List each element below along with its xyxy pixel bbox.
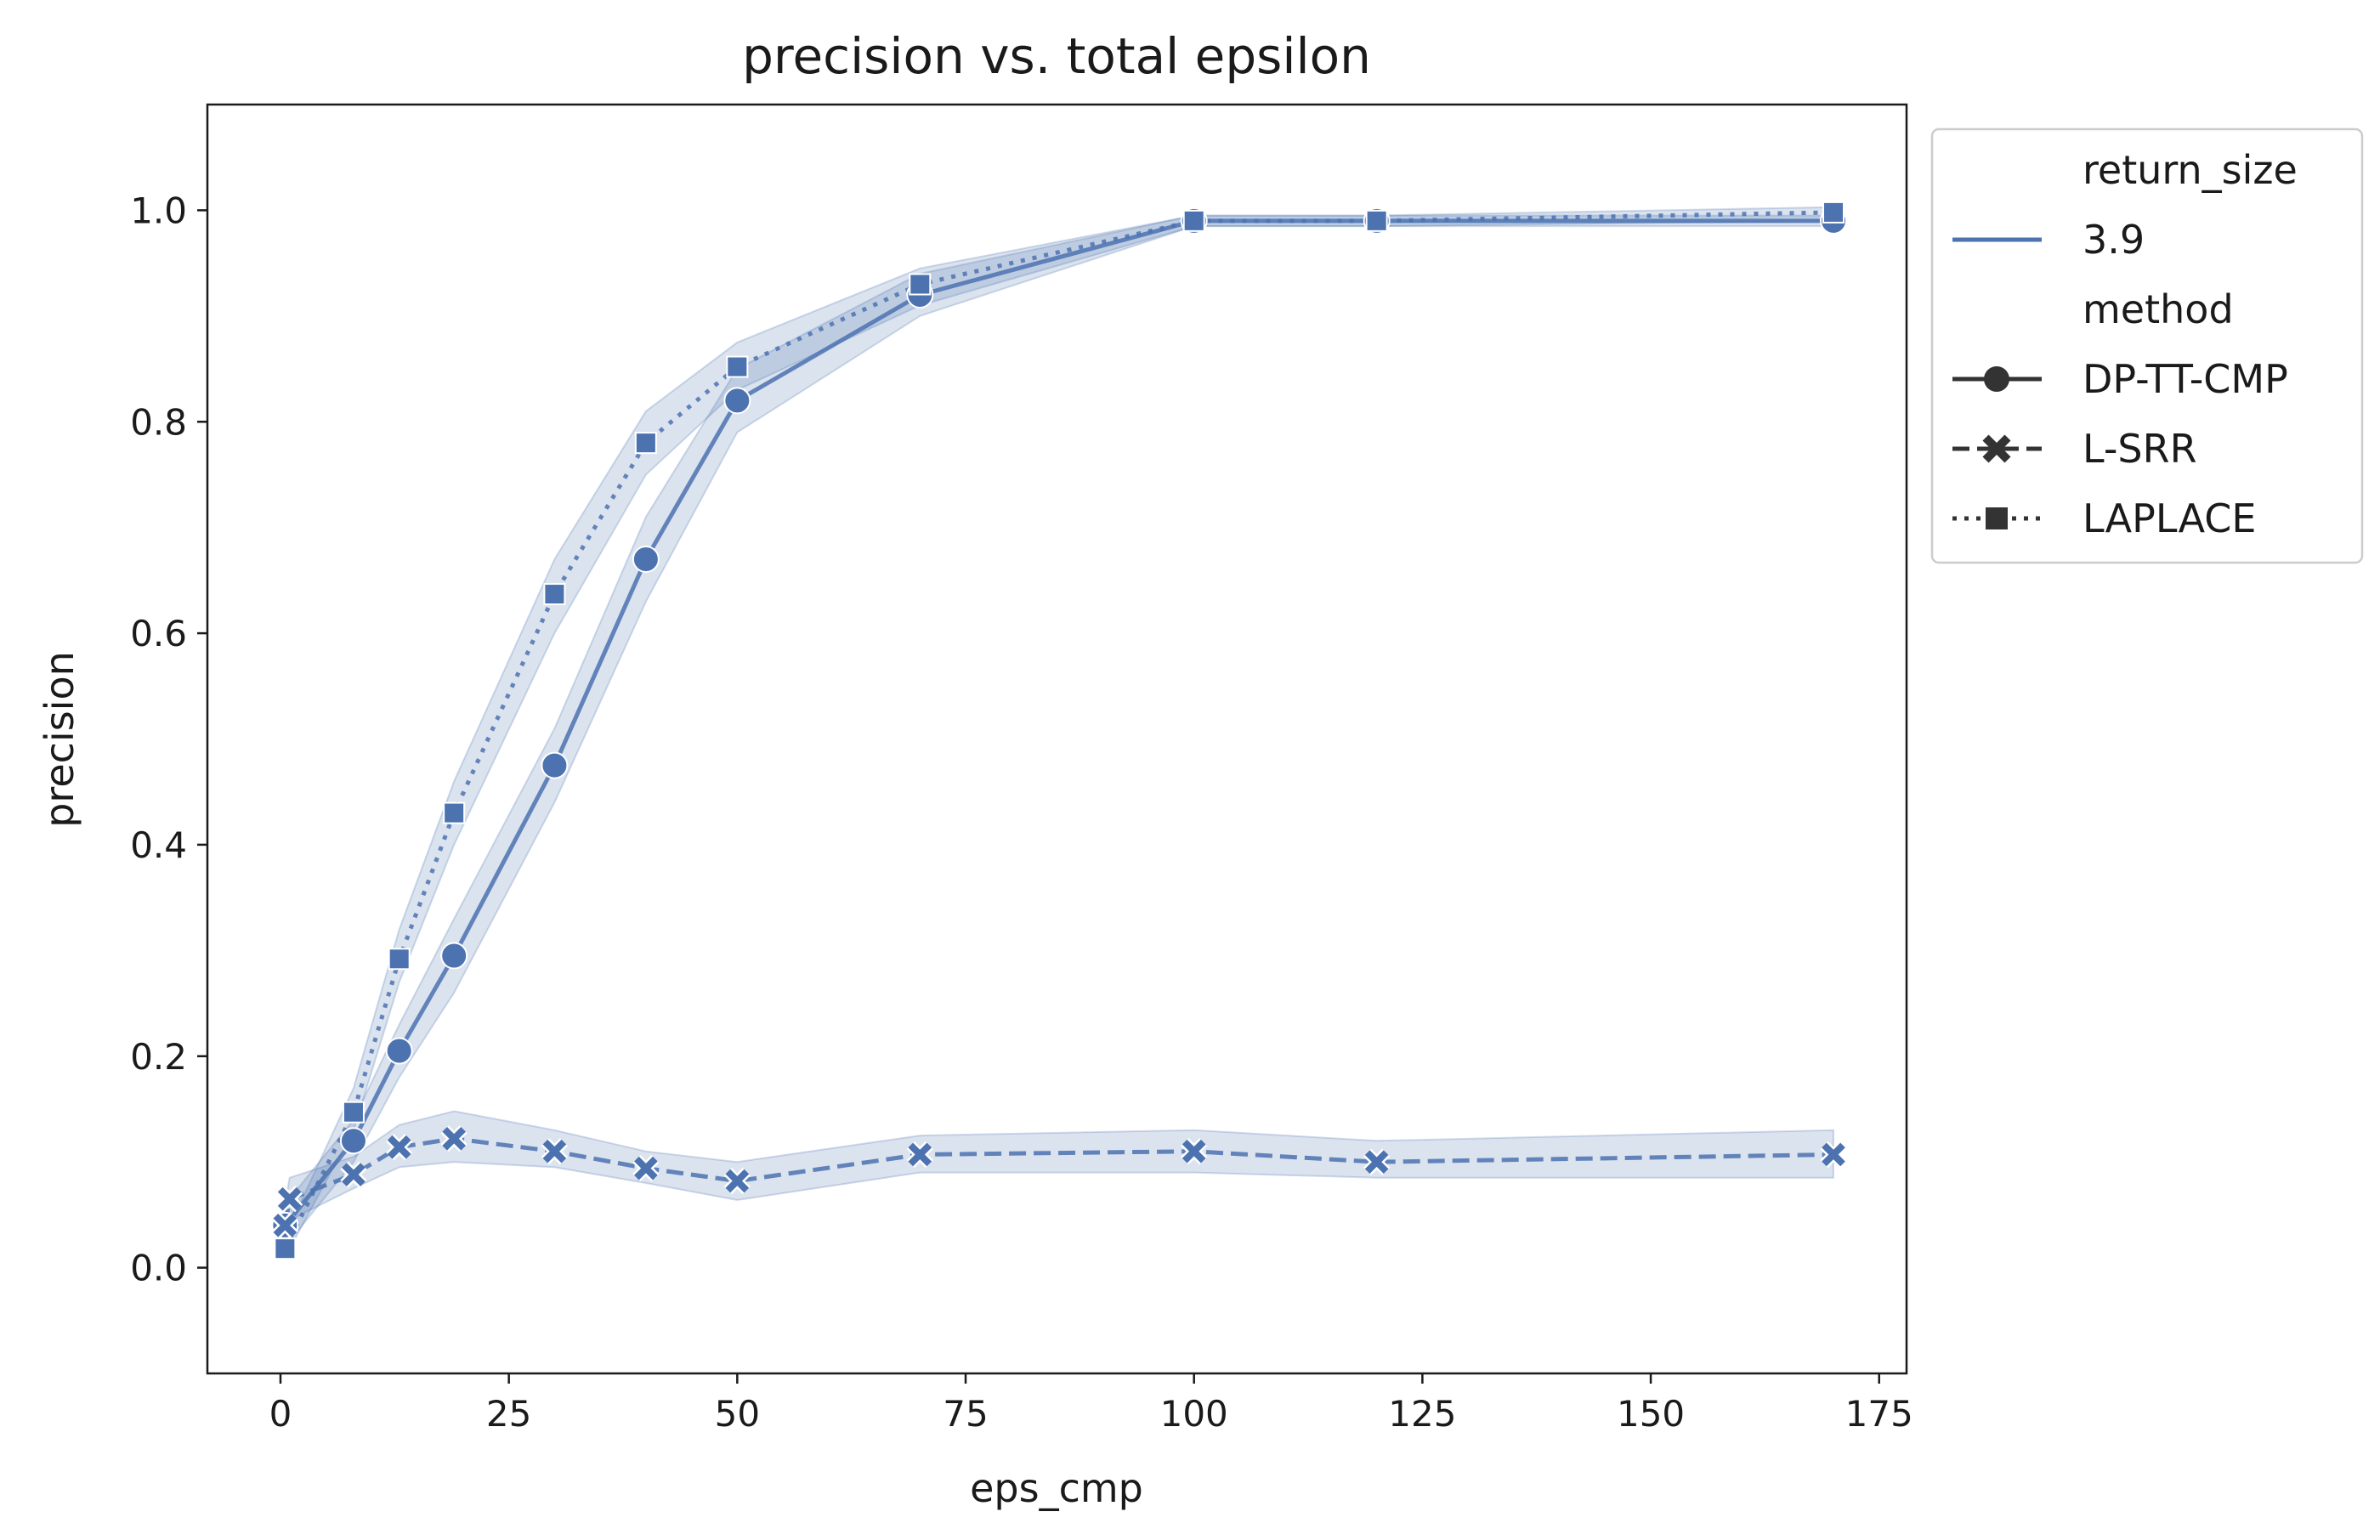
y-tick-label: 0.8 <box>130 401 187 443</box>
point-laplace-5 <box>634 432 657 455</box>
point-l-srr-7 <box>723 1167 751 1195</box>
point-l-srr-3 <box>386 1134 413 1161</box>
x-axis-title: eps_cmp <box>970 1465 1143 1511</box>
y-tick-label: 1.0 <box>130 190 187 231</box>
legend-style-title: method <box>2082 286 2234 332</box>
x-axis: 0 25 50 75 100 125 150 175 <box>269 1373 1913 1435</box>
y-tick-label: 0.2 <box>130 1036 187 1078</box>
y-axis-title: precision <box>37 651 82 828</box>
confidence-bands <box>284 206 1834 1258</box>
point-l-srr-4 <box>440 1125 468 1152</box>
x-tick-label: 100 <box>1160 1393 1228 1435</box>
point-dp-tt-cmp-4 <box>541 751 569 779</box>
x-tick-label: 125 <box>1388 1393 1456 1435</box>
x-tick-label: 150 <box>1617 1393 1685 1435</box>
point-l-srr-9 <box>1181 1138 1208 1165</box>
y-tick-label: 0.6 <box>130 613 187 654</box>
chart-title: precision vs. total epsilon <box>742 27 1371 85</box>
point-dp-tt-cmp-5 <box>632 545 660 573</box>
x-tick-label: 0 <box>269 1393 292 1435</box>
x-tick-label: 175 <box>1845 1393 1913 1435</box>
point-l-srr-2 <box>340 1161 367 1188</box>
legend-l-srr-label: L-SRR <box>2082 426 2197 472</box>
y-tick-label: 0.4 <box>130 824 187 866</box>
point-dp-tt-cmp-6 <box>723 387 751 415</box>
series-lines <box>282 210 1834 1250</box>
legend-hue-title: return_size <box>2082 147 2298 193</box>
x-tick-label: 50 <box>715 1393 760 1435</box>
point-laplace-7 <box>909 273 932 296</box>
legend: return_size 3.9 method DP-TT-CMP L-SRR L… <box>1930 127 2364 564</box>
legend-laplace-label: LAPLACE <box>2082 495 2256 541</box>
series-line-laplace <box>283 210 1834 1250</box>
point-l-srr-0 <box>271 1212 298 1239</box>
plot-frame <box>206 103 1908 1375</box>
series-markers <box>271 201 1848 1260</box>
point-dp-tt-cmp-3 <box>440 942 468 970</box>
ci-band-laplace <box>284 206 1834 1258</box>
legend-l-srr-marker <box>1982 434 2011 463</box>
point-laplace-3 <box>443 801 466 824</box>
point-laplace-0 <box>274 1237 297 1260</box>
point-l-srr-8 <box>906 1141 933 1169</box>
y-tick-label: 0.0 <box>130 1248 187 1289</box>
legend-dp-tt-cmp-marker <box>1984 366 2009 392</box>
point-laplace-10 <box>1822 201 1845 224</box>
point-laplace-9 <box>1365 209 1388 232</box>
x-tick-label: 25 <box>486 1393 531 1435</box>
point-dp-tt-cmp-2 <box>385 1037 413 1065</box>
legend-hue-label: 3.9 <box>2082 217 2145 263</box>
legend-laplace-marker <box>1986 507 2008 529</box>
point-laplace-6 <box>726 355 749 378</box>
point-laplace-1 <box>342 1101 365 1124</box>
point-l-srr-6 <box>632 1155 660 1182</box>
point-l-srr-11 <box>1820 1141 1847 1169</box>
ci-band-l-srr <box>284 1110 1834 1247</box>
point-laplace-4 <box>543 583 566 606</box>
legend-dp-tt-cmp-label: DP-TT-CMP <box>2082 356 2288 402</box>
x-tick-label: 75 <box>943 1393 988 1435</box>
point-laplace-8 <box>1182 209 1205 232</box>
point-l-srr-5 <box>541 1138 568 1165</box>
point-l-srr-1 <box>276 1186 303 1213</box>
point-laplace-2 <box>388 948 411 971</box>
y-axis: 0.0 0.2 0.4 0.6 0.8 1.0 <box>130 190 207 1289</box>
ci-band-dp-tt-cmp <box>284 214 1834 1249</box>
point-l-srr-10 <box>1363 1148 1391 1175</box>
point-dp-tt-cmp-1 <box>339 1127 367 1155</box>
series-line-dp-tt-cmp <box>283 218 1833 1227</box>
